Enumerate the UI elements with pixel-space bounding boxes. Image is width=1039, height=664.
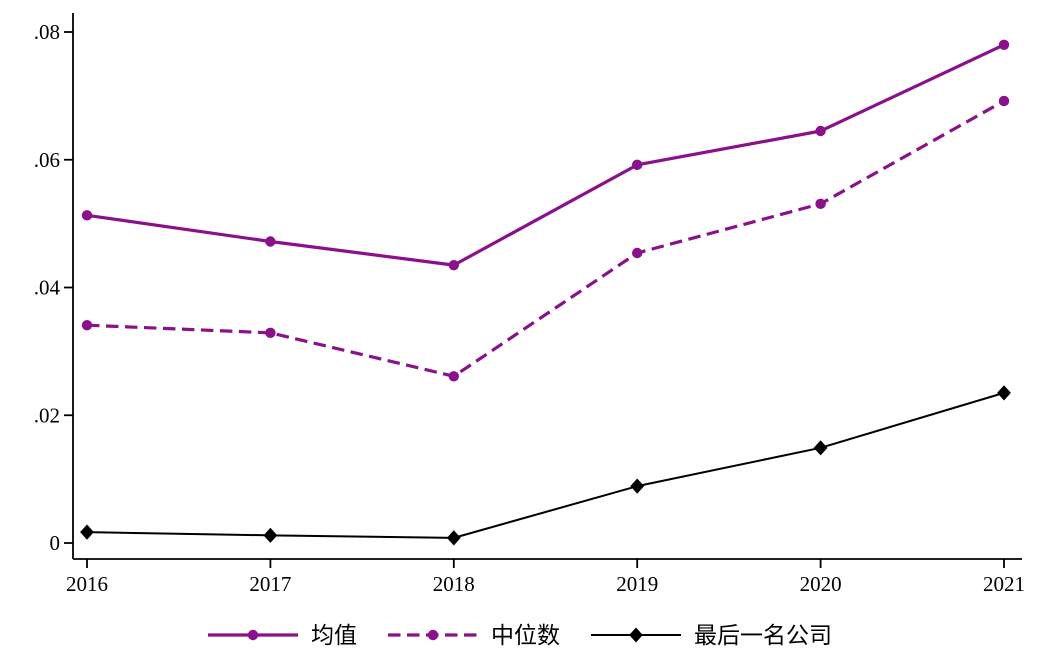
data-point-median	[265, 327, 276, 339]
chart-legend: 均值 中位数 最后一名公司	[0, 608, 1039, 662]
legend-label-mean: 均值	[311, 622, 357, 648]
y-tick-label: 0	[50, 531, 61, 555]
data-point-mean	[448, 259, 459, 271]
x-tick-label: 2020	[800, 572, 842, 596]
data-point-last_place_company	[997, 385, 1011, 401]
data-point-median	[448, 371, 459, 382]
x-tick-label: 2021	[983, 572, 1025, 596]
data-point-median	[998, 95, 1010, 107]
legend-marker-circle	[247, 629, 259, 641]
data-point-mean	[265, 236, 276, 247]
legend-item-mean: 均值	[207, 624, 357, 647]
data-point-last_place_company	[263, 527, 278, 543]
data-point-median	[632, 247, 643, 259]
y-tick-label: .02	[34, 403, 60, 427]
legend-marker-diamond	[629, 627, 643, 643]
series-line-last_place_company	[86, 391, 1005, 539]
legend-swatch-median	[388, 629, 478, 641]
legend-label-last-place-company: 最后一名公司	[694, 622, 832, 648]
x-tick-label: 2017	[249, 572, 291, 596]
legend-swatch-last-place-company	[591, 627, 681, 643]
x-tick-label: 2016	[66, 572, 108, 596]
y-tick-label: .08	[34, 20, 60, 44]
legend-label-median: 中位数	[491, 622, 560, 648]
x-tick-label: 2018	[433, 572, 475, 596]
y-tick-label: .04	[34, 276, 61, 300]
data-point-mean	[998, 39, 1010, 50]
series-line-mean	[86, 43, 1005, 267]
chart-plot-area: 0 .02 .04 .06 .08 2016 2017 2018 2019 2020 2021	[34, 13, 1025, 596]
x-tick-label: 2019	[616, 572, 658, 596]
y-tick-label: .06	[34, 148, 60, 172]
data-point-last_place_company	[630, 478, 645, 494]
series-line-median	[86, 99, 1005, 378]
data-point-mean	[81, 210, 93, 221]
legend-swatch-mean	[208, 629, 298, 641]
data-point-median	[815, 198, 826, 210]
data-point-median	[81, 319, 93, 331]
data-point-last_place_company	[80, 524, 94, 540]
legend-item-median: 中位数	[387, 624, 560, 647]
legend-item-last-place-company: 最后一名公司	[590, 624, 832, 647]
legend-marker-circle	[427, 629, 439, 641]
data-point-last_place_company	[446, 530, 461, 546]
data-point-mean	[815, 125, 826, 137]
data-point-mean	[632, 159, 643, 171]
data-point-last_place_company	[813, 440, 828, 456]
